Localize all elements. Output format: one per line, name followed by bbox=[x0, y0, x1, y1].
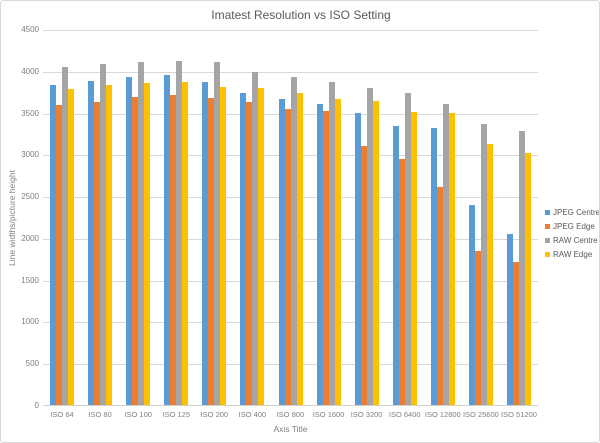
y-tick-label: 3000 bbox=[21, 150, 39, 160]
legend-item: RAW Edge bbox=[545, 247, 599, 261]
bar-raw-edge bbox=[410, 111, 417, 405]
bar-raw-edge bbox=[258, 88, 265, 405]
y-tick-label: 4000 bbox=[21, 66, 39, 76]
legend-label: JPEG Centre bbox=[553, 207, 600, 217]
bar-jpeg-centre bbox=[278, 99, 285, 405]
x-tick-label: ISO 800 bbox=[276, 410, 305, 419]
bar-raw-centre bbox=[442, 104, 449, 405]
y-tick-label: 3500 bbox=[21, 108, 39, 118]
y-tick-label: 500 bbox=[25, 359, 39, 369]
legend-item: JPEG Centre bbox=[545, 205, 600, 219]
bar-jpeg-edge bbox=[246, 101, 253, 405]
bar-raw-edge bbox=[68, 89, 75, 405]
bar-jpeg-centre bbox=[88, 80, 95, 405]
x-tick-label: ISO 1600 bbox=[312, 410, 345, 419]
y-tick-label: 1000 bbox=[21, 317, 39, 327]
legend-label: RAW Centre bbox=[553, 235, 598, 245]
bar-raw-edge bbox=[220, 86, 227, 405]
bar-raw-edge bbox=[296, 92, 303, 405]
bar-raw-edge bbox=[372, 100, 379, 405]
y-tick-label: 2500 bbox=[21, 192, 39, 202]
x-axis-line bbox=[43, 405, 538, 406]
legend-swatch-icon bbox=[545, 251, 550, 257]
bar-jpeg-centre bbox=[164, 74, 171, 405]
bar-raw-centre bbox=[480, 124, 487, 405]
bar-raw-centre bbox=[62, 66, 69, 405]
bar-jpeg-edge bbox=[208, 98, 215, 405]
bar-jpeg-edge bbox=[436, 186, 443, 405]
x-tick-label: ISO 64 bbox=[50, 410, 74, 419]
bar-jpeg-centre bbox=[354, 113, 361, 405]
bar-jpeg-centre bbox=[240, 92, 247, 405]
bar-raw-edge bbox=[106, 84, 113, 405]
x-tick-label: ISO 80 bbox=[88, 410, 112, 419]
y-axis-title: Line widths/picture height bbox=[7, 170, 17, 266]
gridline bbox=[43, 30, 538, 31]
bar-jpeg-centre bbox=[468, 205, 475, 405]
bar-raw-edge bbox=[144, 83, 151, 405]
bar-jpeg-edge bbox=[170, 95, 177, 405]
bar-raw-edge bbox=[182, 82, 189, 405]
legend-label: RAW Edge bbox=[553, 249, 593, 259]
y-tick-label: 0 bbox=[34, 401, 39, 410]
x-tick-label: ISO 51200 bbox=[501, 410, 537, 419]
bar-jpeg-edge bbox=[474, 251, 481, 405]
bar-jpeg-edge bbox=[284, 109, 291, 405]
legend-swatch-icon bbox=[545, 237, 550, 243]
bar-raw-centre bbox=[214, 61, 221, 405]
x-tick-label: ISO 100 bbox=[124, 410, 152, 419]
x-tick-label: ISO 3200 bbox=[350, 410, 383, 419]
x-tick-label: ISO 12800 bbox=[424, 410, 461, 419]
legend-label: JPEG Edge bbox=[553, 221, 595, 231]
bar-jpeg-centre bbox=[126, 77, 133, 405]
bar-jpeg-centre bbox=[392, 125, 399, 405]
plot-area bbox=[43, 30, 538, 406]
bar-jpeg-centre bbox=[430, 128, 437, 405]
legend-item: JPEG Edge bbox=[545, 219, 599, 233]
bar-jpeg-edge bbox=[398, 159, 405, 405]
bar-jpeg-edge bbox=[132, 96, 139, 405]
bar-raw-edge bbox=[486, 144, 493, 405]
bar-raw-edge bbox=[524, 152, 531, 405]
bar-jpeg-edge bbox=[322, 110, 329, 405]
bar-raw-centre bbox=[176, 60, 183, 405]
bar-raw-centre bbox=[518, 130, 525, 405]
bar-raw-centre bbox=[138, 62, 145, 405]
gridline bbox=[43, 71, 538, 73]
bar-jpeg-centre bbox=[50, 84, 57, 405]
bar-raw-centre bbox=[100, 64, 107, 405]
y-tick-label: 1500 bbox=[21, 275, 39, 285]
legend-swatch-icon bbox=[545, 223, 550, 229]
legend: JPEG Centre JPEG Edge RAW Centre RAW Edge bbox=[545, 205, 600, 261]
x-tick-label: ISO 25600 bbox=[462, 410, 499, 419]
x-tick-label: ISO 400 bbox=[238, 410, 267, 419]
bar-jpeg-edge bbox=[94, 101, 101, 405]
bar-jpeg-edge bbox=[512, 262, 519, 405]
chart-title: Imatest Resolution vs ISO Setting bbox=[211, 8, 391, 22]
bar-jpeg-centre bbox=[506, 233, 513, 405]
bar-jpeg-centre bbox=[202, 82, 209, 405]
legend-item: RAW Centre bbox=[545, 233, 599, 247]
bar-raw-edge bbox=[334, 99, 341, 405]
legend-swatch-icon bbox=[545, 209, 550, 215]
bar-jpeg-edge bbox=[360, 145, 367, 405]
bar-jpeg-centre bbox=[316, 104, 323, 405]
y-tick-label: 2000 bbox=[21, 233, 39, 243]
y-tick-label: 4500 bbox=[21, 25, 39, 34]
x-tick-label: ISO 125 bbox=[162, 410, 191, 419]
x-axis-title: Axis Title bbox=[273, 424, 308, 434]
bar-raw-edge bbox=[448, 113, 455, 405]
bar-raw-centre bbox=[328, 81, 335, 405]
bar-raw-centre bbox=[366, 88, 373, 405]
bar-raw-centre bbox=[290, 77, 297, 405]
bar-raw-centre bbox=[404, 93, 411, 405]
bar-raw-centre bbox=[252, 72, 259, 405]
x-tick-label: ISO 200 bbox=[200, 410, 229, 419]
bar-jpeg-edge bbox=[56, 105, 63, 405]
x-tick-label: ISO 6400 bbox=[388, 410, 421, 419]
